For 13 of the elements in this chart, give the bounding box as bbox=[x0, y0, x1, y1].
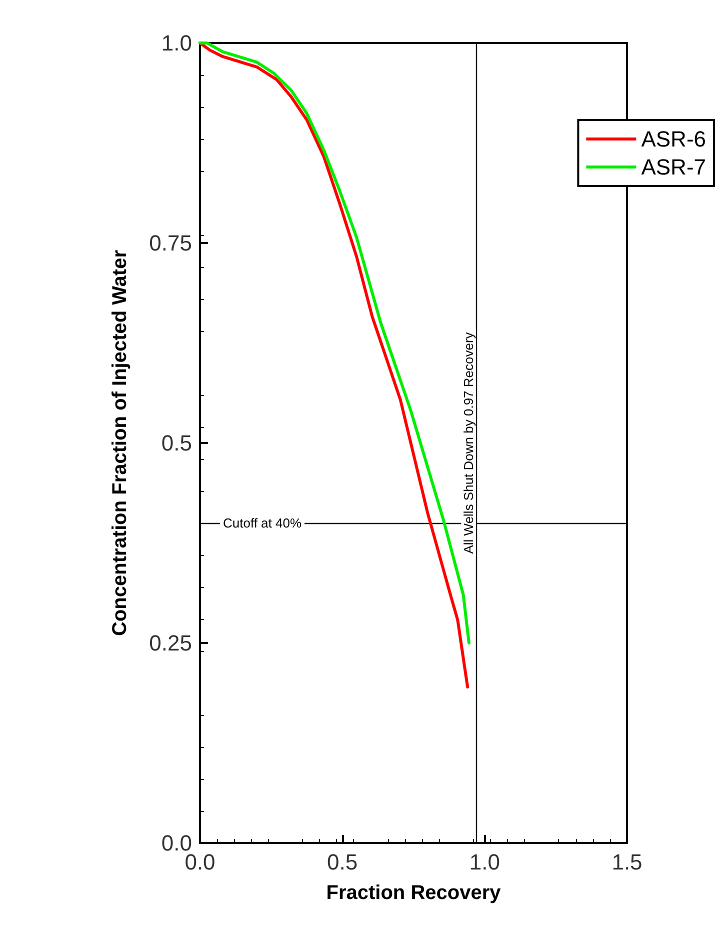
y-tick-label: 0.75 bbox=[149, 230, 192, 256]
x-axis-title: Fraction Recovery bbox=[326, 882, 502, 904]
ref-line-label: All Wells Shut Down by 0.97 Recovery bbox=[461, 332, 476, 554]
y-axis-title: Concentration Fraction of Injected Water bbox=[109, 250, 131, 636]
x-tick-label: 0.5 bbox=[327, 850, 358, 874]
y-tick-label: 0.5 bbox=[161, 430, 192, 456]
ref-line-label: Cutoff at 40% bbox=[223, 516, 302, 530]
x-tick-label: 1.0 bbox=[469, 850, 500, 874]
y-tick-label: 0.25 bbox=[149, 630, 192, 656]
legend-label: ASR-7 bbox=[641, 154, 706, 180]
legend-label: ASR-6 bbox=[641, 126, 706, 152]
y-tick-label: 1.0 bbox=[161, 30, 192, 56]
x-tick-label: 1.5 bbox=[612, 850, 642, 874]
